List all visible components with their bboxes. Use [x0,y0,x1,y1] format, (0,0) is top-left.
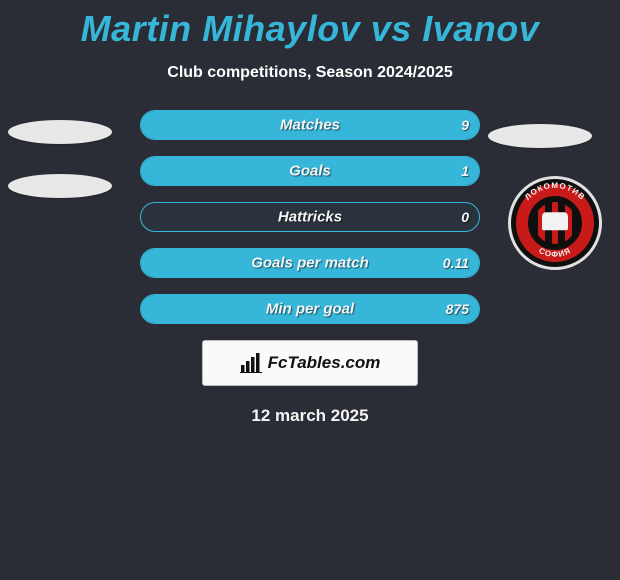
stat-value-right: 0.11 [443,255,469,271]
stat-row: Goals 1 [140,156,480,186]
page-title: Martin Mihaylov vs Ivanov [0,0,620,50]
stat-value-right: 875 [446,301,469,317]
brand-text: FcTables.com [268,353,381,373]
brand-card[interactable]: FcTables.com [202,340,418,386]
stat-row: Hattricks 0 [140,202,480,232]
stat-label: Hattricks [278,209,342,226]
stat-row: Goals per match 0.11 [140,248,480,278]
stat-value-right: 0 [461,209,469,225]
stat-row: Matches 9 [140,110,480,140]
stats-comparison: Matches 9 Goals 1 Hattricks 0 Goals per match 0… [0,110,620,324]
stat-value-right: 9 [461,117,469,133]
stat-value-right: 1 [461,163,469,179]
stat-label: Goals per match [251,255,369,272]
stat-label: Goals [289,163,331,180]
comparison-date: 12 march 2025 [0,406,620,426]
stat-label: Min per goal [266,301,354,318]
page-subtitle: Club competitions, Season 2024/2025 [0,64,620,82]
stat-row: Min per goal 875 [140,294,480,324]
stat-label: Matches [280,117,340,134]
bar-chart-icon [240,353,262,373]
